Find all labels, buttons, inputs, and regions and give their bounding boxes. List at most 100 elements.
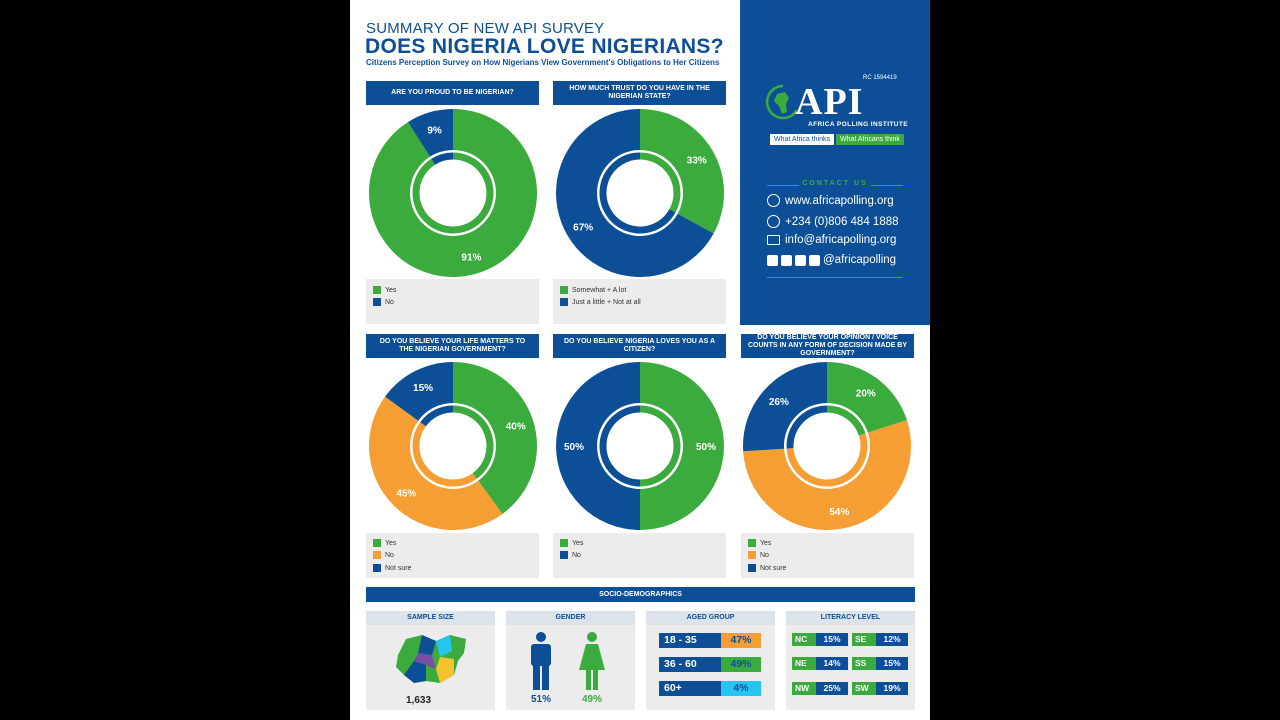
question-header-4: DO YOU BELIEVE NIGERIA LOVES YOU AS A CI… [553,334,726,358]
donut-center [608,414,672,478]
data-label: 50% [696,442,716,453]
divider [871,185,903,186]
donut-center [421,414,485,478]
data-label: 15% [413,383,433,394]
website-text: www.africapolling.org [785,194,894,207]
inner-ring-segment [420,405,454,427]
legend-item: No [373,551,394,559]
facebook-icon [795,254,806,266]
mail-icon [767,235,780,245]
brand-tagline-right: What Africans think [836,134,904,145]
inner-ring-segment [639,152,681,213]
card-title: AGED GROUP [646,611,775,625]
question-header-3: DO YOU BELIEVE YOUR LIFE MATTERS TO THE … [366,334,539,358]
literacy-cell: SE 12% [852,633,908,646]
contact-website[interactable]: www.africapolling.org [767,194,894,207]
inner-ring-segment [452,405,494,479]
data-label: 9% [427,126,442,137]
literacy-cell: SW 19% [852,682,908,695]
donut-center [608,161,672,225]
brand-institute: AFRICA POLLING INSTITUTE [808,121,908,128]
twitter-icon [781,254,792,266]
inner-ring-segment [639,405,681,487]
data-label: 45% [396,489,416,500]
legend-2: Somewhat + A lot Just a little + Not at … [553,279,726,324]
brand-tagline-left: What Africa thinks [770,134,835,145]
divider [767,277,903,278]
legend-item: Not sure [373,564,411,572]
literacy-cell: SS 15% [852,657,908,670]
data-label: 40% [506,422,526,433]
contact-email[interactable]: info@africapolling.org [767,234,896,246]
divider [767,185,799,186]
legend-item: No [373,298,394,306]
literacy-cell: NC 15% [792,633,848,646]
age-group-card: AGED GROUP 18 - 35 47% 36 - 60 49% 60+ 4… [646,611,775,710]
male-icon [531,632,551,690]
card-title: LITERACY LEVEL [786,611,915,625]
email-text: info@africapolling.org [785,234,897,246]
literacy-cell: NE 14% [792,657,848,670]
page-title: DOES NIGERIA LOVE NIGERIANS? [365,35,724,58]
data-label: 20% [856,389,876,400]
page-description: Citizens Perception Survey on How Nigeri… [366,58,720,67]
inner-ring-segment [826,405,866,436]
africa-globe-icon [765,84,799,120]
socio-demographics-heading: SOCIO-DEMOGRAPHICS [366,587,915,602]
sample-size-card: SAMPLE SIZE 1,633 [366,611,495,710]
legend-item: Yes [373,286,396,294]
data-label: 67% [573,223,593,234]
globe-icon [767,194,780,207]
data-label: 54% [829,507,849,518]
legend-item: Not sure [748,564,786,572]
legend-1: Yes No [366,279,539,324]
age-row: 36 - 60 49% [659,657,761,672]
age-row: 18 - 35 47% [659,633,761,648]
card-title: GENDER [506,611,635,625]
data-label: 91% [461,252,481,263]
inner-ring-segment [412,152,494,234]
question-header-5: DO YOU BELIEVE YOUR OPINION / VOICE COUN… [741,334,914,358]
age-row: 60+ 4% [659,681,761,696]
legend-5: Yes No Not sure [741,533,914,578]
legend-item: No [748,551,769,559]
infographic-page: SUMMARY OF NEW API SURVEY DOES NIGERIA L… [350,0,930,720]
nigeria-map-icon [396,635,466,683]
female-icon [579,632,605,690]
legend-3: Yes No Not sure [366,533,539,578]
inner-ring-segment [786,405,828,449]
linkedin-icon [809,254,820,266]
legend-item: No [560,551,581,559]
contact-phone[interactable]: +234 (0)806 484 1888 [767,215,899,228]
data-label: 26% [769,397,789,408]
inner-ring-segment [786,433,868,487]
donut-center [795,414,859,478]
sample-size-value: 1,633 [406,695,432,706]
whatsapp-icon [767,215,780,228]
legend-item: Yes [373,539,396,547]
inner-ring-segment [412,422,477,487]
page-subtitle: SUMMARY OF NEW API SURVEY [366,20,605,37]
female-percent: 49% [582,694,603,705]
brand-panel: RC 1594419 API AFRICA POLLING INSTITUTE … [740,0,930,325]
legend-item: Somewhat + A lot [560,286,626,294]
male-percent: 51% [531,694,552,705]
donut-charts: 91% 9% 33% 67% 40% 45% 15% 50% 50% 20% 54% 26% [369,109,911,531]
data-label: 33% [687,155,707,166]
brand-logo-text: API [795,81,864,123]
question-header-2: HOW MUCH TRUST DO YOU HAVE IN THE NIGERI… [553,81,726,105]
contact-social[interactable]: @africapolling [767,254,896,266]
inner-ring-segment [431,152,454,165]
gender-card: GENDER 51% 49% [506,611,635,710]
legend-item: Yes [560,539,583,547]
registration-number: RC 1594419 [863,75,897,81]
card-title: SAMPLE SIZE [366,611,495,625]
inner-ring-segment [599,152,676,234]
donut-center [421,161,485,225]
inner-ring-segment [599,405,641,487]
phone-text: +234 (0)806 484 1888 [785,215,899,228]
contact-heading: CONTACT US [802,180,868,187]
literacy-cell: NW 25% [792,682,848,695]
instagram-icon [767,254,778,266]
social-text: @africapolling [823,254,897,266]
